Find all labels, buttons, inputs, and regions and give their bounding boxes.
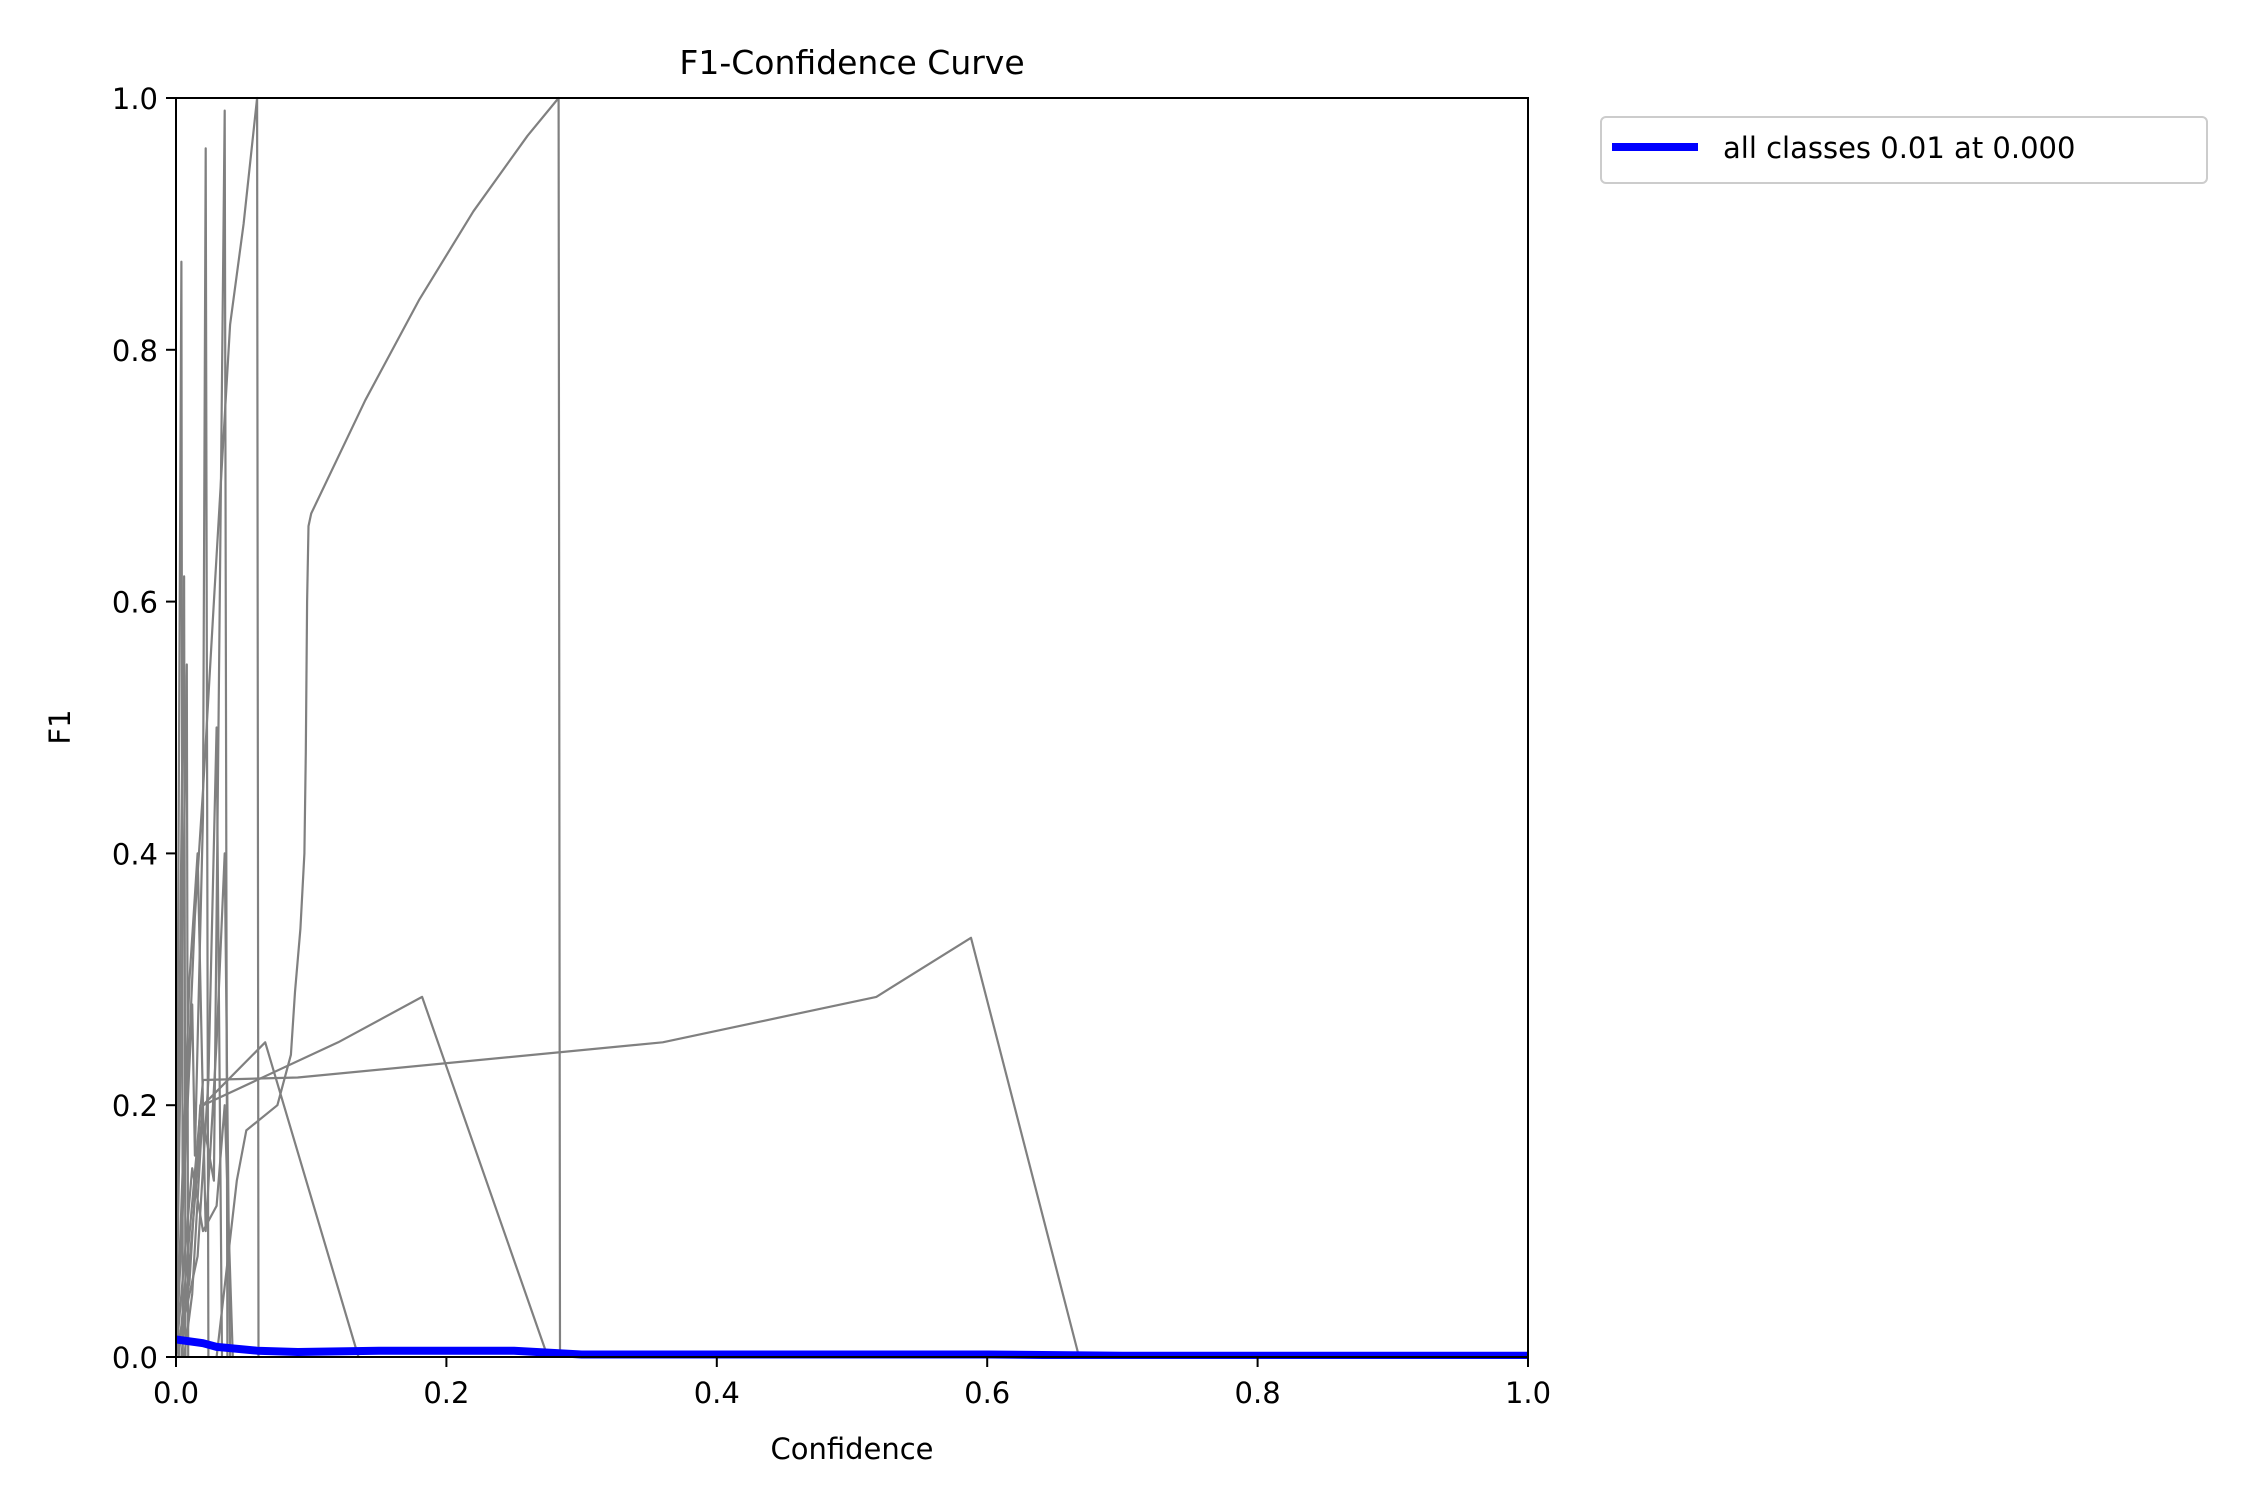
series-line-class-12 bbox=[177, 936, 1081, 1358]
x-tick-label: 0.4 bbox=[694, 1376, 740, 1410]
chart-title: F1-Confidence Curve bbox=[679, 43, 1024, 82]
y-tick-label: 0.2 bbox=[112, 1089, 158, 1123]
y-tick-label: 0.6 bbox=[112, 586, 158, 620]
y-tick-label: 0.4 bbox=[112, 837, 158, 871]
x-tick-label: 1.0 bbox=[1505, 1376, 1551, 1410]
x-axis: 0.0 0.2 0.4 0.6 0.8 1.0 bbox=[153, 1357, 1551, 1410]
x-tick-label: 0.0 bbox=[153, 1376, 199, 1410]
legend: all classes 0.01 at 0.000 bbox=[1600, 116, 2208, 184]
series-line-class-11 bbox=[180, 995, 549, 1358]
plot-area bbox=[176, 96, 1528, 1359]
y-tick-label: 0.8 bbox=[112, 334, 158, 368]
x-axis-label: Confidence bbox=[770, 1432, 933, 1466]
legend-box bbox=[1600, 116, 2208, 184]
y-axis: 0.0 0.2 0.4 0.6 0.8 1.0 bbox=[112, 82, 176, 1375]
series-line-class-3 bbox=[176, 663, 190, 1358]
series-line-class-7 bbox=[176, 96, 260, 1358]
y-axis-label: F1 bbox=[43, 709, 77, 744]
series-line-class-6 bbox=[176, 852, 232, 1358]
series-line-all-classes bbox=[176, 1335, 1528, 1359]
x-tick-label: 0.2 bbox=[423, 1376, 469, 1410]
y-tick-label: 1.0 bbox=[112, 82, 158, 116]
axes-frame bbox=[175, 97, 1529, 1358]
x-tick-label: 0.8 bbox=[1235, 1376, 1281, 1410]
x-tick-label: 0.6 bbox=[964, 1376, 1010, 1410]
series-line-class-13 bbox=[215, 96, 562, 1358]
y-tick-label: 0.0 bbox=[112, 1341, 158, 1375]
legend-label-all-classes: all classes 0.01 at 0.000 bbox=[1723, 131, 2075, 165]
series-line-class-8 bbox=[176, 1104, 234, 1358]
